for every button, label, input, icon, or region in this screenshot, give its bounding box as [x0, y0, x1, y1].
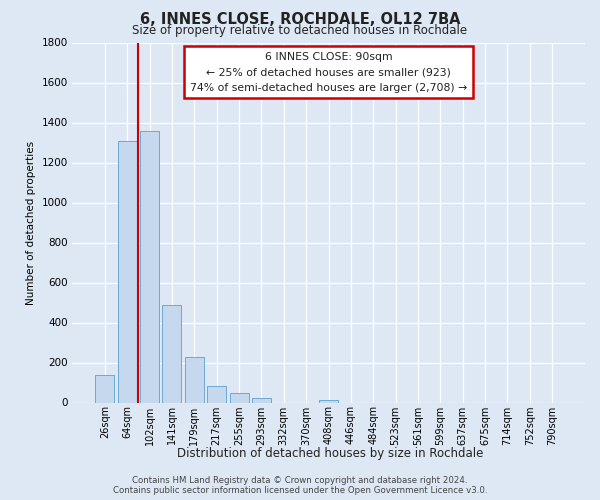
- Text: 6, INNES CLOSE, ROCHDALE, OL12 7BA: 6, INNES CLOSE, ROCHDALE, OL12 7BA: [140, 12, 460, 28]
- Bar: [163, 304, 181, 402]
- Bar: [207, 386, 226, 402]
- Bar: [252, 398, 271, 402]
- Bar: [95, 374, 115, 402]
- Text: Distribution of detached houses by size in Rochdale: Distribution of detached houses by size …: [177, 448, 483, 460]
- Text: Contains HM Land Registry data © Crown copyright and database right 2024.: Contains HM Land Registry data © Crown c…: [132, 476, 468, 485]
- Text: Contains public sector information licensed under the Open Government Licence v3: Contains public sector information licen…: [113, 486, 487, 495]
- Bar: [185, 356, 204, 403]
- Bar: [140, 130, 159, 402]
- Text: 6 INNES CLOSE: 90sqm
← 25% of detached houses are smaller (923)
74% of semi-deta: 6 INNES CLOSE: 90sqm ← 25% of detached h…: [190, 52, 467, 92]
- Y-axis label: Number of detached properties: Number of detached properties: [26, 140, 36, 304]
- Bar: [118, 140, 137, 402]
- Text: Size of property relative to detached houses in Rochdale: Size of property relative to detached ho…: [133, 24, 467, 37]
- Bar: [319, 400, 338, 402]
- Bar: [230, 392, 248, 402]
